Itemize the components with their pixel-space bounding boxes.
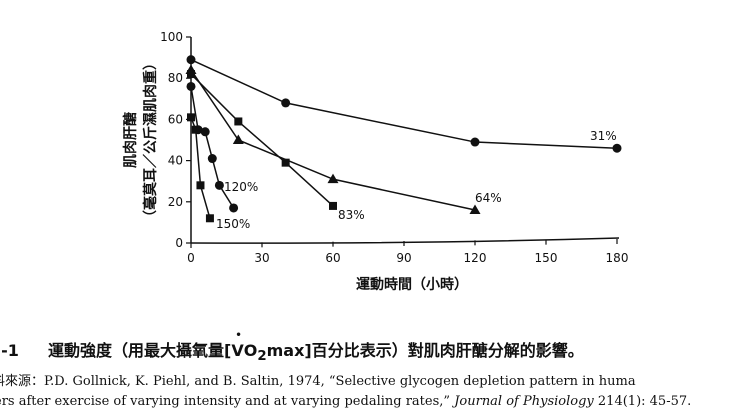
series-line [190,58,618,149]
source-journal: Journal of Physiology [454,394,594,409]
source-lead: 料來源： [0,374,45,389]
data-point-square [196,181,205,190]
glycogen-chart: 0 20 40 60 80 100 0 30 60 90 120 150 180 31% 64% 83% 12… [122,30,628,293]
series-label: 120% [224,180,258,194]
series-line [190,73,334,207]
caption-subscript: 2 [257,349,267,365]
data-point-circle [229,203,239,213]
y-tick-label: 40 [168,154,183,168]
source-line-1: 料來源：P.D. Gollnick, K. Piehl, and B. Salt… [0,370,636,389]
data-point-square [281,158,290,167]
series-label: 64% [475,191,502,205]
x-tick-label: 30 [254,251,269,265]
chart-axes: 0 20 40 60 80 100 0 30 60 90 120 150 180 [160,30,628,265]
y-tick-label: 80 [168,71,183,85]
data-point-circle [214,180,224,190]
source-text-1: P.D. Gollnick, K. Piehl, and B. Saltin, … [44,374,636,389]
x-tick-label: 0 [187,251,195,265]
series-label: 150% [216,217,250,231]
figure-number: 5-1 [0,341,19,360]
data-point-circle [281,98,291,108]
series-label: 83% [338,208,365,222]
data-point-square [191,125,200,134]
source-text-2-end: 214(1): 45-57. [593,394,692,409]
y-tick-label: 60 [168,112,183,126]
data-point-square [234,117,243,126]
x-tick-label: 180 [606,251,629,265]
caption-v: V [231,330,243,360]
caption-o: O [243,341,258,360]
y-axis-label-line2: （毫莫耳／公斤濕肌肉重） [142,56,159,224]
x-tick-label: 60 [325,251,340,265]
x-axis-label: 運動時間（小時） [356,276,468,293]
data-point-circle [612,143,622,153]
x-tick-label: 120 [464,251,487,265]
data-point-circle [186,81,196,91]
y-tick-label: 0 [175,236,183,250]
source-text-2: ers after exercise of varying intensity … [0,394,455,409]
data-point-circle [200,127,210,137]
source-line-2: ers after exercise of varying intensity … [0,394,691,409]
series-line [190,117,211,219]
y-tick-label: 100 [160,30,183,44]
data-point-triangle [232,134,244,144]
caption-text-before: 運動強度（用最大攝氧量[ [48,341,232,360]
data-point-circle [470,137,480,147]
data-point-square [187,113,195,122]
data-point-triangle [327,173,339,184]
chart-series: 31% 64% 83% 120% 150% [185,55,622,231]
data-point-circle [186,55,196,65]
caption-text-after: max]百分比表示）對肌肉肝醣分解的影響。 [266,341,584,360]
x-tick-label: 90 [396,251,411,265]
figure-caption: 5-1 運動強度（用最大攝氧量[VO2max]百分比表示）對肌肉肝醣分解的影響。 [0,330,740,365]
x-axis-line [190,237,620,244]
y-tick-label: 20 [168,195,183,209]
data-point-triangle [469,204,481,215]
series-label: 31% [590,129,617,143]
x-tick-label: 150 [535,251,558,265]
data-point-square [205,214,214,223]
data-point-square [329,201,337,210]
y-axis-label-line1: 肌肉肝醣 [122,112,139,168]
data-point-square [187,70,195,79]
data-point-circle [207,154,217,164]
